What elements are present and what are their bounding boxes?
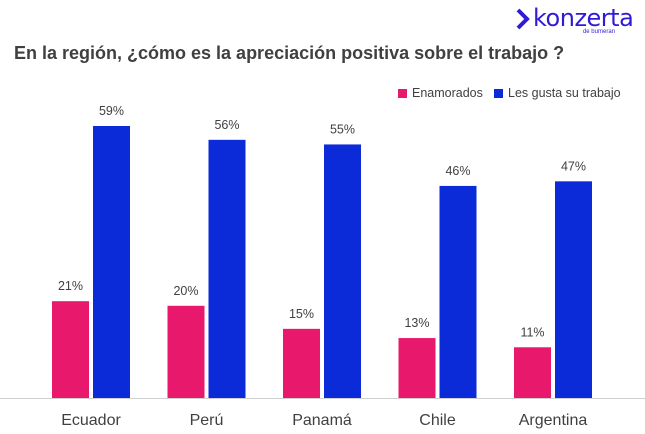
data-label-enamorados-1: 20% (173, 284, 198, 298)
logo-wordmark: konzerta (533, 4, 634, 32)
legend-label-les-gusta: Les gusta su trabajo (508, 86, 621, 100)
konzerta-logo: konzerta de bumeran (515, 4, 635, 38)
data-label-enamorados-4: 11% (520, 325, 544, 339)
bar-enamorados-3 (398, 338, 436, 398)
data-label-enamorados-2: 15% (289, 307, 314, 321)
chart-title: En la región, ¿cómo es la apreciación po… (14, 43, 565, 63)
data-label-les-gusta-0: 59% (99, 104, 124, 118)
bar-enamorados-4 (514, 347, 551, 398)
category-label-1: Perú (190, 412, 224, 429)
data-label-enamorados-0: 21% (58, 279, 83, 293)
data-label-les-gusta-4: 47% (561, 159, 586, 173)
bar-enamorados-0 (52, 301, 89, 398)
legend-item-les-gusta: Les gusta su trabajo (494, 86, 621, 100)
data-label-les-gusta-3: 46% (445, 164, 470, 178)
bar-les-gusta-0 (93, 126, 130, 398)
category-label-0: Ecuador (61, 412, 121, 429)
legend-swatch-enamorados (398, 88, 407, 98)
category-label-3: Chile (419, 412, 456, 429)
bar-les-gusta-2 (324, 144, 361, 398)
bar-enamorados-2 (283, 328, 320, 398)
konzerta-chevron-icon (516, 8, 530, 30)
data-label-enamorados-3: 13% (404, 316, 429, 330)
bar-enamorados-1 (167, 305, 205, 398)
category-label-4: Argentina (519, 412, 588, 429)
category-label-2: Panamá (292, 412, 352, 429)
legend-swatch-les-gusta (494, 88, 503, 98)
bar-les-gusta-1 (208, 139, 246, 398)
legend-label-enamorados: Enamorados (412, 86, 483, 100)
bar-les-gusta-3 (439, 185, 477, 398)
data-label-les-gusta-2: 55% (330, 122, 355, 136)
data-label-les-gusta-1: 56% (214, 118, 239, 132)
bar-les-gusta-4 (555, 181, 592, 398)
logo-tagline: de bumeran (582, 29, 615, 35)
legend-item-enamorados: Enamorados (398, 86, 483, 100)
